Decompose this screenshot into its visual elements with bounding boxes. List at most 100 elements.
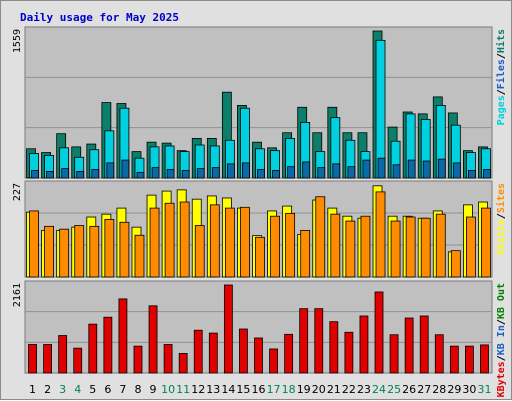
bar-kbytes-day-16: [254, 337, 263, 374]
legend-entry: Visits: [495, 219, 507, 255]
bar-kbytes-day-21: [329, 321, 339, 374]
panel-kbytes-legend: KBytes/KB In/KB Out: [496, 283, 507, 397]
bar-kbytes-day-12: [193, 329, 203, 374]
legend-entry: Hits: [495, 29, 507, 53]
bar-sites-day-15: [240, 206, 250, 278]
day-label-4: 4: [74, 383, 81, 396]
bar-kbytes-day-22: [344, 331, 354, 374]
day-label-25: 25: [387, 383, 401, 396]
bar-sites-day-13: [209, 204, 220, 278]
bar-pages-day-30: [468, 170, 476, 179]
bar-pages-day-13: [211, 167, 220, 179]
bar-kbytes-day-17: [269, 348, 278, 374]
legend-entry: /: [496, 319, 507, 325]
bar-kbytes-day-11: [178, 353, 188, 374]
bar-kbytes-day-23: [359, 315, 369, 374]
bar-kbytes-day-19: [299, 308, 309, 374]
legend-entry: /: [496, 53, 507, 59]
bar-pages-day-7: [121, 159, 130, 179]
day-label-12: 12: [191, 383, 205, 396]
bar-sites-day-31: [481, 207, 491, 278]
bar-pages-day-1: [31, 170, 39, 179]
bar-sites-day-4: [74, 225, 85, 278]
bar-kbytes-day-9: [148, 305, 158, 374]
bar-pages-day-26: [407, 159, 416, 179]
bar-pages-day-11: [181, 170, 190, 179]
bar-sites-day-28: [435, 213, 446, 278]
bar-pages-day-29: [452, 162, 461, 179]
bar-pages-day-19: [302, 161, 311, 179]
bar-pages-day-15: [242, 162, 250, 179]
bar-pages-day-8: [136, 171, 145, 179]
bar-kbytes-day-24: [374, 291, 384, 374]
bar-pages-day-4: [76, 170, 85, 179]
bar-sites-day-1: [29, 210, 39, 278]
bar-kbytes-day-15: [239, 328, 248, 374]
bar-kbytes-day-29: [449, 345, 459, 374]
panel-hits-legend: Pages/Files/Hits: [495, 29, 507, 125]
bar-sites-day-11: [179, 201, 190, 278]
day-label-23: 23: [357, 383, 371, 396]
bar-pages-day-23: [362, 159, 371, 179]
day-label-22: 22: [342, 383, 356, 396]
day-label-16: 16: [252, 383, 266, 396]
bar-pages-day-5: [91, 169, 100, 179]
bar-kbytes-day-31: [480, 344, 489, 374]
bar-pages-day-20: [317, 167, 326, 179]
panel-visits-max-label: 227: [12, 183, 23, 201]
bar-pages-day-9: [151, 167, 160, 179]
bar-kbytes-day-14: [223, 284, 233, 374]
legend-entry: Files: [495, 59, 507, 89]
bar-pages-day-21: [332, 163, 341, 179]
legend-entry: KB In: [496, 325, 507, 355]
bar-sites-day-27: [420, 217, 431, 278]
bar-kbytes-day-27: [419, 315, 429, 374]
bar-pages-day-10: [166, 169, 175, 179]
bar-sites-day-12: [194, 225, 205, 278]
day-label-15: 15: [236, 383, 250, 396]
bar-sites-day-7: [119, 221, 130, 278]
bar-kbytes-day-8: [133, 345, 143, 374]
bar-sites-day-21: [330, 213, 341, 278]
bar-sites-day-17: [270, 215, 280, 278]
day-label-19: 19: [297, 383, 311, 396]
day-label-29: 29: [447, 383, 461, 396]
day-label-7: 7: [119, 383, 126, 396]
bar-pages-day-16: [257, 169, 265, 179]
bar-sites-day-25: [390, 220, 401, 278]
bar-pages-day-14: [226, 163, 235, 179]
bar-sites-day-23: [360, 215, 371, 278]
day-label-28: 28: [432, 383, 446, 396]
bar-pages-day-17: [272, 170, 280, 179]
bar-sites-day-10: [164, 202, 175, 278]
bar-pages-day-2: [46, 170, 54, 179]
bar-kbytes-day-13: [208, 332, 218, 374]
bar-kbytes-day-1: [28, 344, 37, 374]
bar-kbytes-day-25: [389, 334, 399, 374]
bar-pages-day-3: [61, 168, 70, 179]
bar-pages-day-12: [196, 168, 205, 179]
bar-sites-day-6: [104, 219, 115, 278]
bar-sites-day-20: [315, 196, 326, 278]
bar-sites-day-8: [134, 234, 145, 278]
bar-kbytes-day-30: [465, 345, 474, 374]
legend-entry: /: [496, 89, 507, 95]
bar-pages-day-24: [377, 157, 386, 179]
day-label-27: 27: [417, 383, 431, 396]
bar-kbytes-day-4: [73, 347, 83, 374]
panel-kbytes-max-label: 2161: [12, 283, 23, 307]
day-label-17: 17: [267, 383, 281, 396]
bar-sites-day-2: [44, 225, 54, 278]
bar-sites-day-26: [405, 216, 416, 278]
day-label-26: 26: [402, 383, 416, 396]
bar-pages-day-31: [483, 169, 491, 179]
bar-kbytes-day-2: [43, 344, 52, 374]
bar-sites-day-16: [255, 236, 265, 278]
day-label-5: 5: [89, 383, 96, 396]
bar-sites-day-22: [345, 220, 356, 278]
bar-pages-day-6: [106, 162, 115, 179]
day-label-21: 21: [327, 383, 341, 396]
bar-pages-day-27: [422, 160, 431, 179]
